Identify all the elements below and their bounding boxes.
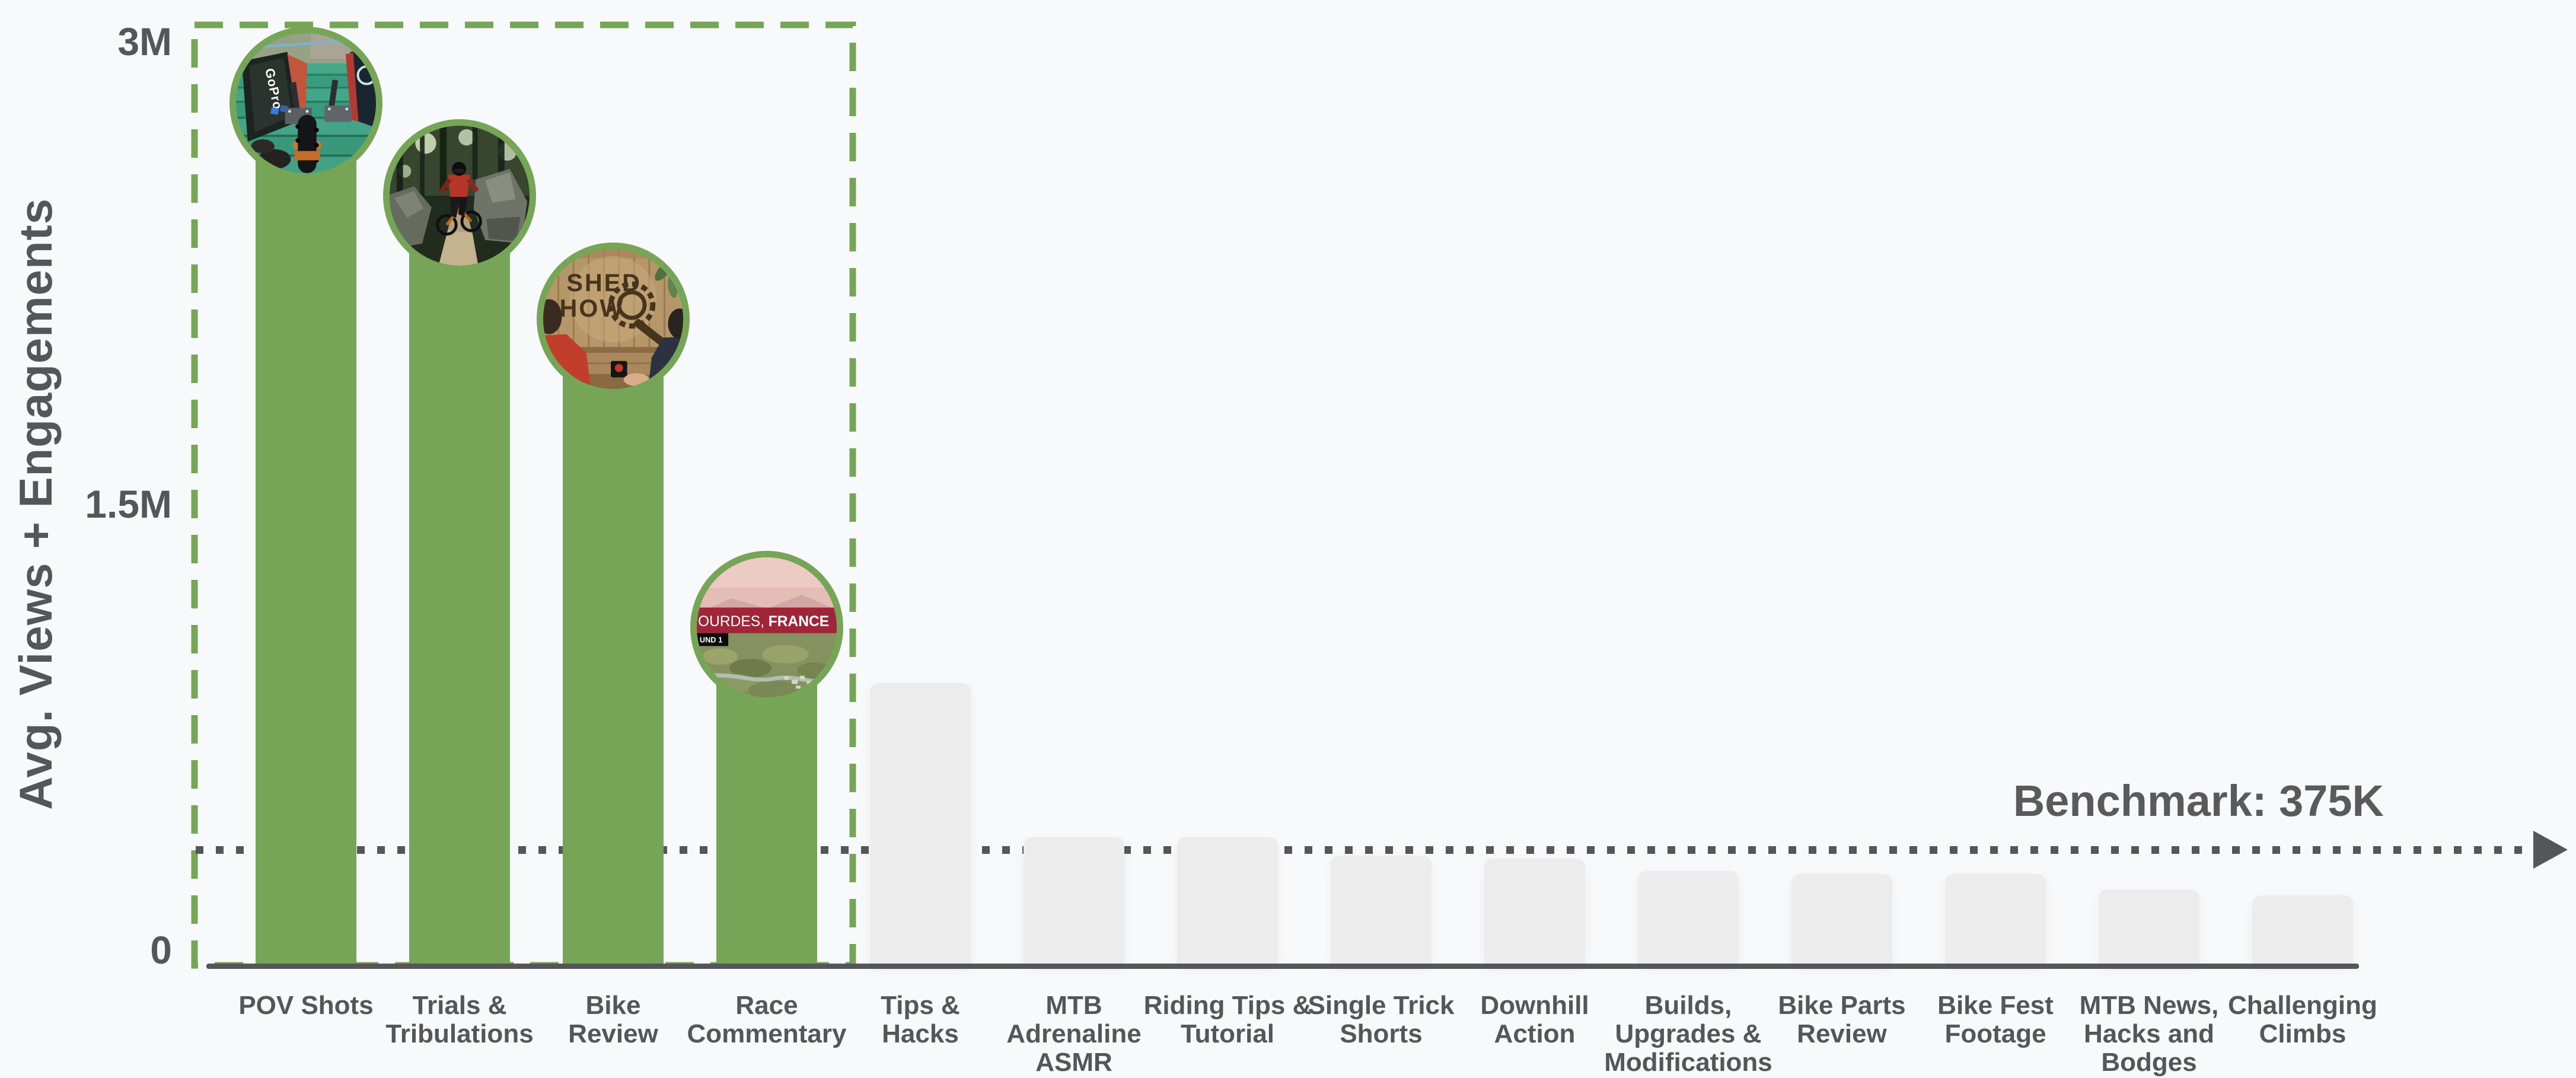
x-label-tips-hacks: Tips & Hacks: [881, 991, 960, 1048]
x-label-builds-upgrades-modifications: Builds, Upgrades & Modifications: [1604, 991, 1772, 1077]
bar-bike-parts-review: [1791, 874, 1892, 967]
bike-review-thumbnail: SHED HOW: [543, 249, 683, 389]
x-label-bike-fest-footage: Bike Fest Footage: [1937, 991, 2054, 1048]
x-label-single-trick-shorts: Single Trick Shorts: [1308, 991, 1455, 1048]
bar-trials-tribulations: [409, 196, 510, 967]
benchmark-line: [196, 831, 2568, 869]
x-label-pov-shots: POV Shots: [238, 991, 374, 1020]
thumbnail-ring-pov-shots: GoPro: [229, 27, 382, 180]
lourdes-france-image: OURDES, FRANCE UND 1: [697, 557, 837, 697]
benchmark-label: Benchmark: 375K: [2013, 776, 2384, 825]
bar-challenging-climbs: [2252, 895, 2353, 967]
x-label-downhill-action: Downhill Action: [1480, 991, 1589, 1048]
shed-show-logo-line1: SHED: [566, 269, 642, 296]
thumbnail-ring-race-commentary: OURDES, FRANCE UND 1: [690, 551, 843, 704]
x-label-challenging-climbs: Challenging Climbs: [2228, 991, 2377, 1048]
x-label-mtb-adrenaline-asmr: MTB Adrenaline ASMR: [1006, 991, 1142, 1077]
bar-pov-shots: [256, 103, 356, 967]
x-axis-line: [206, 964, 2359, 969]
bar-mtb-news-hacks-and-bodges: [2099, 889, 2199, 967]
bar-riding-tips-tutorial: [1177, 837, 1278, 967]
shed-show-studio-image: SHED HOW: [543, 249, 683, 389]
x-label-mtb-news-hacks-and-bodges: MTB News, Hacks and Bodges: [2079, 991, 2219, 1077]
pov-boardwalk-image: GoPro: [236, 33, 376, 173]
y-tick-3m: 3M: [117, 20, 172, 63]
benchmark-arrow-icon: [2533, 831, 2568, 869]
bar-bike-review: [563, 319, 664, 967]
forest-rider-image: [390, 126, 530, 266]
thumbnail-ring-bike-review: SHED HOW: [537, 243, 690, 396]
pov-shots-thumbnail: GoPro: [236, 33, 376, 173]
bar-bike-fest-footage: [1945, 874, 2046, 967]
round-label-text: UND 1: [700, 636, 722, 645]
highlight-box: [191, 21, 856, 969]
x-label-bike-review: Bike Review: [568, 991, 658, 1048]
bar-builds-upgrades-modifications: [1638, 870, 1739, 967]
x-label-bike-parts-review: Bike Parts Review: [1778, 991, 1906, 1048]
x-label-race-commentary: Race Commentary: [687, 991, 847, 1048]
x-label-riding-tips-tutorial: Riding Tips & Tutorial: [1143, 991, 1312, 1048]
race-commentary-thumbnail: OURDES, FRANCE UND 1: [697, 557, 837, 697]
y-tick-1-5m: 1.5M: [85, 482, 172, 526]
x-label-trials-tribulations: Trials & Tribulations: [385, 991, 534, 1048]
shed-show-logo-line2: HOW: [560, 295, 625, 322]
bar-mtb-adrenaline-asmr: [1024, 837, 1124, 967]
trials-tribulations-thumbnail: [390, 126, 530, 266]
thumbnail-ring-trials-tribulations: [383, 119, 536, 272]
lourdes-banner-text: OURDES, FRANCE: [698, 614, 829, 630]
bar-tips-hacks: [870, 682, 971, 967]
bar-downhill-action: [1484, 859, 1585, 967]
bar-single-trick-shorts: [1331, 855, 1432, 967]
y-tick-0: 0: [150, 928, 172, 972]
